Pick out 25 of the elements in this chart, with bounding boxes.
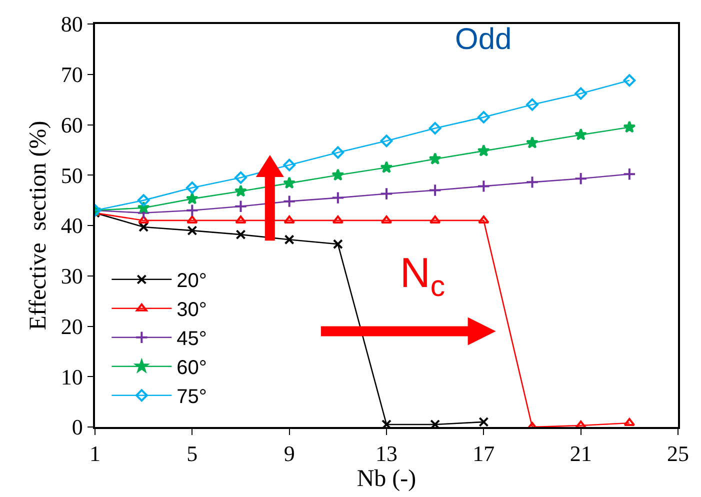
legend-label: 20° xyxy=(176,270,207,292)
annotation: Odd xyxy=(455,23,512,56)
y-tick-label: 40 xyxy=(60,213,83,238)
legend-label: 75° xyxy=(176,386,207,408)
y-tick-label: 0 xyxy=(72,414,83,440)
y-tick-label: 50 xyxy=(60,162,83,188)
annotation: N$_{c}$ xyxy=(400,249,446,303)
y-tick-label: 80 xyxy=(60,12,83,37)
x-tick-label: 9 xyxy=(284,441,295,466)
legend-label: 30° xyxy=(176,299,207,322)
y-tick-label: 20 xyxy=(60,314,83,339)
legend-label: 60° xyxy=(176,357,207,380)
y-tick-label: 70 xyxy=(60,62,83,88)
x-tick-label: 21 xyxy=(570,441,592,466)
y-tick-label: 10 xyxy=(60,364,83,390)
y-tick-label: 60 xyxy=(60,112,83,138)
x-tick-label: 17 xyxy=(472,441,495,466)
y-axis-title: Effective section (%) xyxy=(25,120,52,330)
legend-label: 45° xyxy=(176,328,207,350)
x-axis-title: Nb (-) xyxy=(356,466,416,492)
x-tick-label: 5 xyxy=(186,441,198,466)
x-tick-label: 13 xyxy=(376,441,398,466)
x-tick-label: 1 xyxy=(90,441,100,466)
y-tick-label: 30 xyxy=(60,264,83,289)
x-tick-label: 25 xyxy=(667,441,689,466)
